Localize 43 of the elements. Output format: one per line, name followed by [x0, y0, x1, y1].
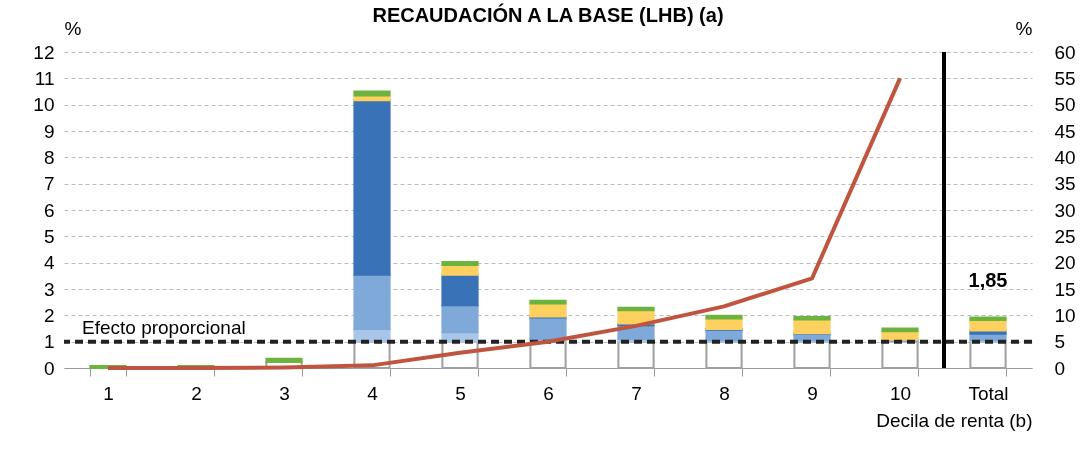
y2-tick-label: 50 [1054, 94, 1076, 116]
x-tick-label: 2 [191, 382, 202, 404]
y2-tick-label: 55 [1054, 67, 1076, 89]
x-tick-label: 1 [103, 382, 114, 404]
chart-title: RECAUDACIÓN A LA BASE (LHB) (a) [372, 3, 724, 26]
y2-tick-label: 10 [1054, 304, 1076, 326]
y-tick-label: 4 [43, 252, 55, 274]
y-tick-label: 2 [43, 304, 55, 326]
y-tick-label: 3 [43, 278, 55, 300]
y-tick-label: 12 [33, 41, 55, 63]
y-tick-label: 5 [43, 225, 55, 247]
ref-line-label: Efecto proporcional [82, 316, 246, 338]
x-tick-label: 7 [631, 382, 642, 404]
y2-tick-label: 35 [1054, 173, 1076, 195]
y-tick-label: 9 [43, 120, 55, 142]
x-tick-label: 6 [543, 382, 554, 404]
y2-tick-label: 20 [1054, 252, 1076, 274]
x-axis-title: Decila de renta (b) [876, 409, 1033, 431]
y2-tick-label: 15 [1054, 278, 1076, 300]
y2-tick-label: 30 [1054, 199, 1076, 221]
y-axis-title: % [64, 17, 82, 39]
x-tick-label: 8 [719, 382, 730, 404]
y2-tick-label: 40 [1054, 146, 1076, 168]
x-tick-label: 9 [807, 382, 818, 404]
y2-tick-label: 45 [1054, 120, 1076, 142]
y2-tick-label: 25 [1054, 225, 1076, 247]
x-tick-label: Total [968, 382, 1009, 404]
x-tick-label: 4 [367, 382, 379, 404]
y-tick-label: 7 [43, 173, 55, 195]
y2-tick-label: 5 [1054, 331, 1066, 353]
y2-tick-label: 0 [1054, 357, 1066, 379]
y-tick-label: 1 [43, 331, 55, 353]
y-tick-label: 0 [43, 357, 55, 379]
y2-tick-label: 60 [1054, 41, 1076, 63]
y2-axis-title: % [1015, 17, 1033, 39]
annotation: 1,85 [968, 269, 1008, 292]
y-tick-label: 11 [34, 67, 55, 89]
x-tick-label: 5 [455, 382, 466, 404]
y-tick-label: 10 [33, 94, 55, 116]
y-tick-label: 8 [43, 146, 55, 168]
y-tick-label: 6 [43, 199, 55, 221]
x-tick-label: 10 [889, 382, 912, 404]
x-tick-label: 3 [279, 382, 290, 404]
